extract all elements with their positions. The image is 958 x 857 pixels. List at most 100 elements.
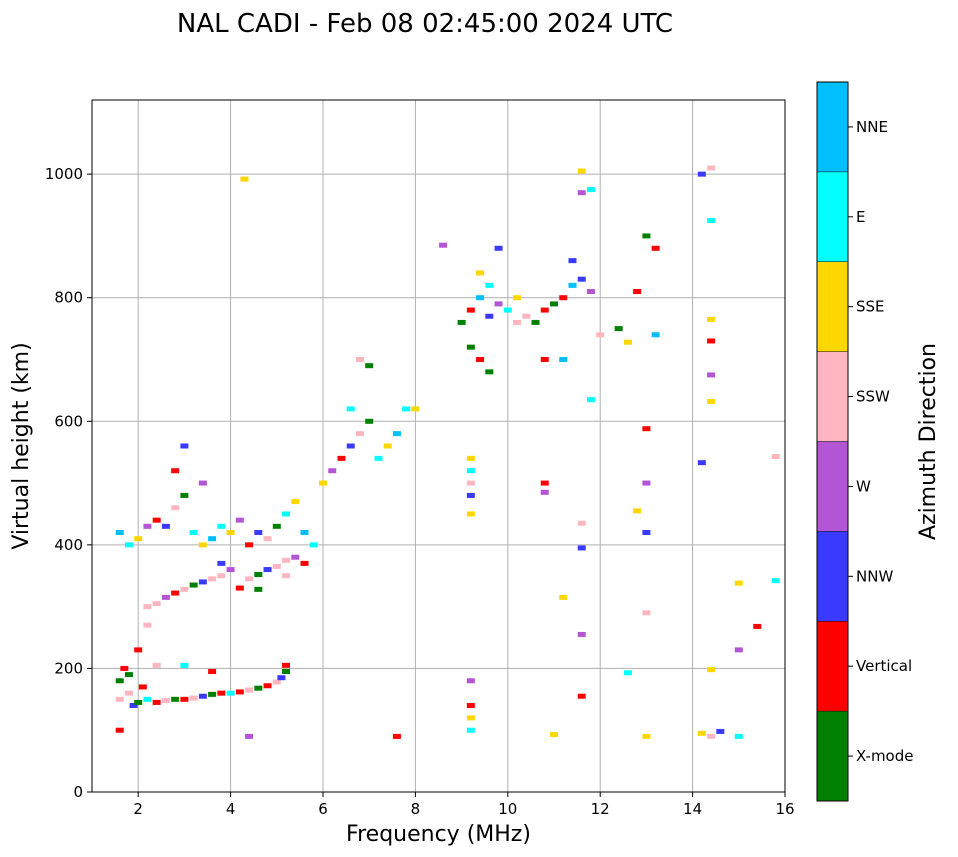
data-point	[577, 693, 586, 699]
data-point	[707, 372, 716, 378]
data-point	[494, 301, 503, 307]
data-point	[383, 443, 392, 449]
data-point	[550, 301, 558, 307]
data-point	[282, 511, 291, 517]
data-point	[226, 530, 235, 535]
data-point	[531, 319, 540, 325]
colorbar-segment	[817, 171, 848, 262]
data-point	[245, 542, 254, 548]
data-point	[365, 418, 374, 424]
x-tick-label: 8	[411, 800, 421, 818]
data-point	[466, 715, 475, 721]
data-point	[171, 590, 180, 596]
data-point	[152, 517, 161, 523]
data-point	[115, 678, 124, 684]
data-point	[263, 536, 272, 542]
data-point	[124, 542, 133, 548]
plot-area	[91, 99, 786, 793]
data-point	[707, 217, 716, 223]
colorbar-segment	[817, 621, 848, 712]
data-point	[466, 344, 475, 350]
data-point	[697, 171, 706, 177]
data-point	[124, 672, 133, 678]
data-point	[254, 530, 263, 535]
data-point	[623, 339, 632, 345]
data-point	[254, 572, 263, 578]
colorbar-tick-label: Vertical	[856, 657, 912, 675]
data-point	[734, 733, 743, 739]
data-point	[365, 363, 374, 369]
data-point	[282, 557, 291, 563]
data-point	[235, 689, 244, 695]
data-point	[282, 669, 291, 675]
data-point	[642, 530, 651, 535]
data-point	[328, 468, 337, 474]
data-point	[152, 601, 161, 607]
data-point	[272, 679, 281, 685]
data-point	[189, 695, 198, 701]
data-point	[697, 460, 706, 466]
data-point	[374, 455, 383, 461]
data-point	[226, 690, 235, 696]
data-point	[134, 647, 143, 653]
colorbar: X-mode Vertical NNW W SSW SSE E NNE	[816, 81, 913, 802]
data-point	[161, 698, 170, 704]
data-point	[734, 580, 743, 586]
data-point	[550, 732, 558, 738]
data-point	[355, 431, 364, 437]
colorbar-tick-label: W	[856, 477, 871, 495]
data-point	[466, 678, 475, 684]
data-point	[642, 233, 651, 239]
data-point	[577, 545, 586, 551]
data-point	[300, 530, 309, 535]
y-tick-label: 200	[54, 659, 83, 677]
data-point	[513, 319, 522, 325]
data-point	[189, 582, 198, 588]
data-point	[559, 357, 568, 362]
data-point	[217, 690, 226, 696]
colorbar-tick-label: SSW	[856, 388, 890, 406]
data-point	[476, 295, 485, 301]
data-point	[707, 165, 716, 171]
data-point	[180, 443, 189, 449]
data-point	[171, 505, 180, 511]
data-point	[115, 696, 124, 702]
data-point	[189, 530, 198, 535]
data-point	[651, 245, 660, 251]
data-point	[134, 699, 143, 705]
colorbar-segment	[817, 711, 848, 801]
data-point	[642, 480, 651, 486]
data-point	[124, 690, 133, 696]
data-point	[466, 480, 475, 486]
data-point	[596, 332, 605, 338]
data-point	[577, 168, 586, 174]
data-point	[291, 499, 300, 505]
y-tick-label: 800	[54, 289, 83, 307]
data-point	[651, 332, 660, 338]
colorbar-tick-label: X-mode	[856, 747, 913, 765]
data-point	[208, 669, 217, 675]
data-point	[476, 357, 485, 362]
data-point	[240, 176, 249, 182]
colorbar-segment	[817, 351, 848, 442]
data-point	[771, 454, 780, 460]
data-point	[568, 258, 577, 264]
colorbar-tick-label: NNW	[856, 567, 893, 585]
colorbar-segment	[817, 261, 848, 352]
data-point	[494, 245, 503, 251]
data-point	[513, 295, 522, 301]
data-point	[466, 307, 475, 313]
data-point	[291, 554, 300, 560]
data-point	[707, 399, 716, 405]
x-tick-label: 16	[775, 800, 794, 818]
data-point	[614, 326, 623, 332]
data-point	[115, 530, 124, 535]
data-point	[217, 560, 226, 566]
x-tick-label: 2	[133, 800, 143, 818]
data-point	[180, 696, 189, 702]
data-point	[245, 687, 254, 693]
data-point	[457, 319, 466, 325]
data-point	[198, 579, 207, 585]
data-point	[161, 594, 170, 600]
